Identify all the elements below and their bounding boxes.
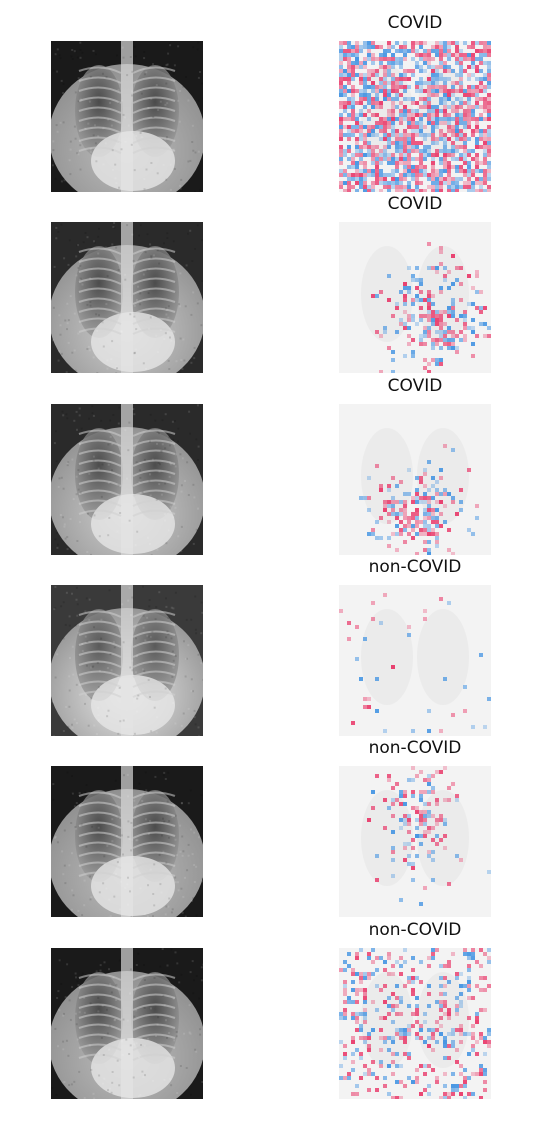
prediction-label: COVID <box>387 194 443 215</box>
chest-xray-image <box>51 584 203 736</box>
saliency-map-image <box>339 41 491 192</box>
prediction-label: COVID <box>387 375 443 396</box>
panel-row: COVID <box>0 363 535 555</box>
panel-row: COVID <box>0 181 535 374</box>
prediction-label: non-COVID <box>368 556 462 577</box>
prediction-label: non-COVID <box>368 738 462 759</box>
panel-row: non-COVID <box>0 725 535 918</box>
saliency-map-image <box>339 222 491 374</box>
chest-xray-image <box>51 403 203 555</box>
saliency-map-image <box>339 403 491 555</box>
chest-xray-image <box>51 947 203 1099</box>
chest-xray-image <box>51 222 203 374</box>
panel-row: non-COVID <box>0 544 535 736</box>
panel-row: non-COVID <box>0 907 535 1099</box>
prediction-label: COVID <box>387 13 443 33</box>
panel-row: COVID <box>0 0 535 192</box>
chest-xray-image <box>51 766 203 918</box>
chest-xray-image <box>51 41 203 192</box>
saliency-map-image <box>339 947 491 1099</box>
saliency-map-image <box>339 584 491 736</box>
saliency-map-image <box>339 766 491 918</box>
prediction-label: non-COVID <box>368 919 462 940</box>
